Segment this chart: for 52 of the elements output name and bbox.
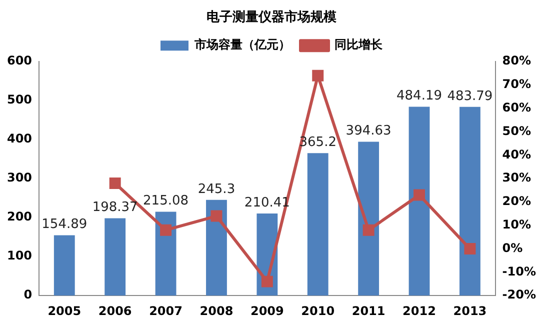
y-tick-label: 200 [6, 210, 32, 224]
data-label: 198.37 [92, 200, 138, 216]
data-label: 245.3 [198, 182, 236, 197]
bar [206, 200, 227, 296]
point [464, 243, 476, 255]
y2-tick-label: 40% [502, 147, 532, 162]
y-tick-label: 0 [24, 288, 32, 302]
y-tick-label: 100 [6, 248, 32, 263]
bar [104, 218, 126, 296]
point [362, 224, 374, 236]
data-label: 154.89 [42, 217, 88, 232]
y2-tick-label: 60% [502, 100, 532, 115]
bar [408, 106, 430, 296]
data-label: 484.19 [396, 88, 442, 104]
point [414, 189, 425, 201]
y2-tick-label: 20% [502, 194, 532, 208]
legend-label: 市场容量（亿元） [194, 38, 290, 52]
bar [307, 153, 328, 296]
y-tick-label: 400 [6, 132, 32, 146]
data-label: 394.63 [346, 124, 392, 139]
bar [358, 142, 380, 296]
y2-tick-label: 10% [502, 218, 532, 232]
y2-tick-label: 50% [502, 124, 532, 138]
chart-title: 电子测量仪器市场规模 [206, 9, 336, 26]
data-label: 483.79 [447, 88, 493, 104]
x-tick-label: 2005 [48, 304, 82, 318]
y-tick-label: 600 [6, 54, 32, 68]
x-tick-label: 2011 [352, 304, 386, 318]
point [261, 276, 273, 288]
bar [459, 106, 480, 296]
x-tick-label: 2007 [149, 304, 182, 318]
y2-tick-label: 0% [502, 240, 523, 255]
data-label: 215.08 [143, 194, 189, 209]
x-tick-label: 2006 [98, 304, 132, 318]
y2-tick-label: 30% [502, 170, 532, 185]
y2-tick-label: -20% [502, 288, 536, 302]
point [109, 178, 121, 190]
x-tick-label: 2010 [301, 304, 335, 318]
point [160, 224, 172, 236]
y2-tick-label: 80% [502, 54, 532, 68]
y-tick-label: 500 [6, 92, 32, 107]
x-tick-label: 2008 [200, 304, 234, 318]
x-tick-label: 2013 [453, 304, 487, 318]
x-tick-label: 2012 [402, 304, 436, 318]
bar [54, 235, 75, 296]
y2-tick-label: 70% [502, 77, 532, 92]
point [210, 210, 222, 222]
legend-label: 同比增长 [334, 38, 384, 52]
y2-tick-label: -10% [502, 264, 536, 278]
x-tick-label: 2009 [250, 304, 284, 318]
y-tick-label: 300 [6, 170, 32, 185]
point [312, 70, 324, 82]
